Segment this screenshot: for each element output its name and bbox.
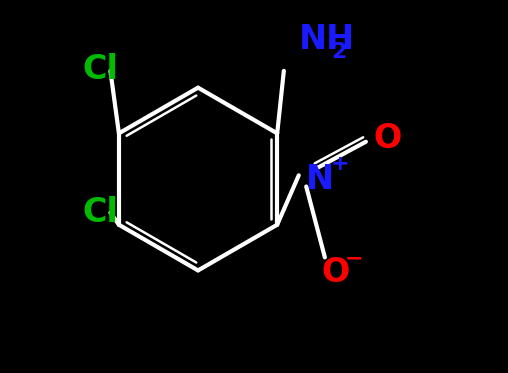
Text: 2: 2: [331, 41, 346, 62]
Text: O: O: [373, 122, 402, 154]
Text: +: +: [331, 154, 349, 174]
Text: Cl: Cl: [82, 196, 118, 229]
Text: −: −: [344, 248, 363, 268]
Text: O: O: [321, 256, 350, 289]
Text: Cl: Cl: [82, 53, 118, 85]
Text: NH: NH: [299, 23, 355, 56]
Text: N: N: [306, 163, 334, 195]
